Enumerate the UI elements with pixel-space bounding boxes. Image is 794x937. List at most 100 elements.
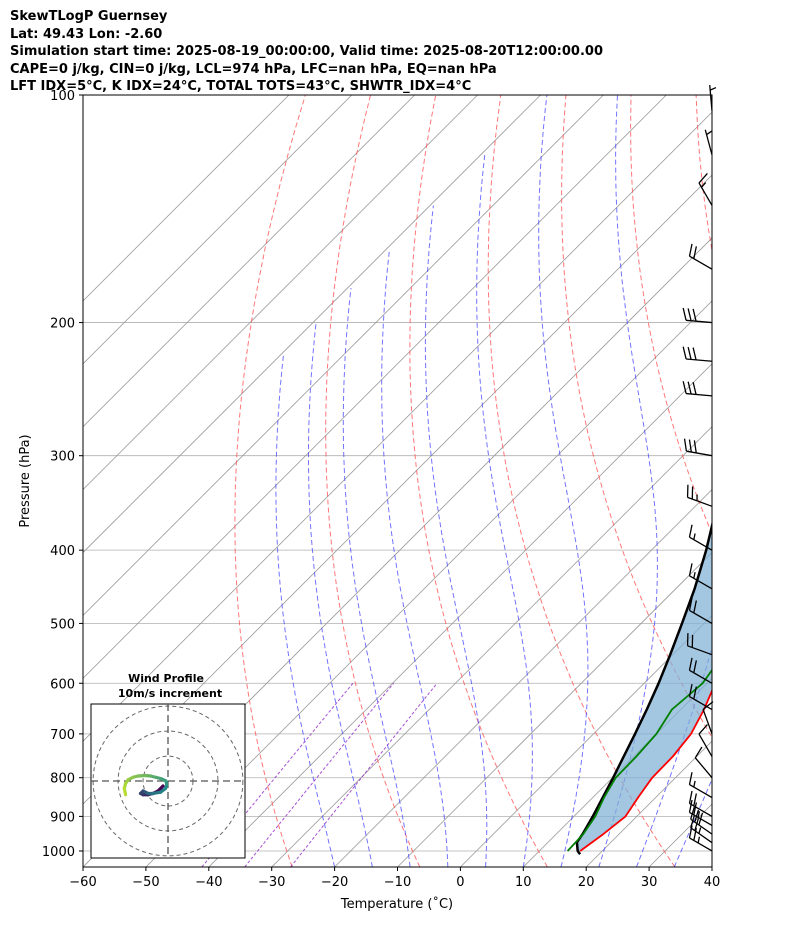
- wind-barb-flag: [693, 440, 697, 454]
- moist-adiabat-line: [476, 154, 533, 867]
- mixing-ratio-line: [244, 682, 394, 867]
- hodograph: [90, 703, 246, 859]
- isotherm-line: [711, 866, 712, 867]
- dry-adiabat-line: [487, 95, 676, 867]
- wind-barb-half-flag: [697, 836, 701, 844]
- isotherm-line: [83, 95, 478, 491]
- wind-barb: [694, 746, 713, 779]
- isotherm-line: [83, 95, 415, 428]
- wind-barb-flag: [690, 815, 695, 828]
- dry-adiabat-line: [409, 95, 548, 867]
- wind-barb-flag: [688, 684, 693, 697]
- wind-barb-flag: [688, 524, 693, 538]
- wind-barb-flag: [688, 657, 693, 671]
- y-tick-label: 100: [50, 89, 75, 104]
- hodograph-segment: [122, 786, 128, 797]
- wind-barb-flag: [687, 308, 692, 321]
- wind-barb-staff: [686, 450, 713, 457]
- isotherm-line: [83, 95, 667, 679]
- wind-barb-flag: [692, 308, 697, 322]
- stability-indices-line: LFT IDX=5°C, K IDX=24°C, TOTAL TOTS=43°C…: [10, 79, 472, 94]
- moist-adiabat-line: [342, 287, 411, 867]
- wind-barb-flag: [690, 806, 695, 820]
- isotherm-line: [83, 95, 541, 554]
- wind-barb-flag: [687, 381, 692, 395]
- x-tick-label: −60: [69, 875, 96, 890]
- hodograph-plot: [91, 704, 245, 858]
- x-tick-label: −40: [195, 875, 222, 890]
- wind-barb: [686, 633, 713, 656]
- wind-barb-flag: [693, 686, 697, 700]
- wind-barb-flag: [688, 243, 693, 257]
- wind-barb-staff: [698, 182, 713, 206]
- dry-adiabat-line: [234, 95, 306, 867]
- wind-barb-flag: [694, 818, 700, 831]
- wind-barb: [686, 484, 713, 507]
- y-tick-label: 400: [50, 544, 75, 559]
- wind-barb-flag: [693, 660, 697, 673]
- wind-barb-flag: [692, 347, 697, 360]
- wind-barb-staff: [687, 496, 713, 507]
- wind-barb-staff: [690, 818, 713, 835]
- x-tick-label: −50: [132, 875, 159, 890]
- y-tick-label: 800: [50, 772, 75, 787]
- moist-adiabat-line: [308, 322, 373, 867]
- isotherm-line: [83, 111, 712, 742]
- wind-barb-staff: [686, 358, 713, 362]
- moist-adiabat-line: [381, 249, 449, 867]
- y-tick-label: 300: [50, 450, 75, 465]
- x-tick-label: 20: [578, 875, 595, 890]
- wind-barb: [688, 243, 713, 270]
- chart-title-block: SkewTLogP Guernsey Lat: 49.43 Lon: -2.60…: [10, 8, 603, 96]
- x-tick-label: −20: [321, 875, 348, 890]
- wind-barb-half-flag: [693, 571, 696, 579]
- parcel-profile-line: [575, 520, 712, 855]
- y-tick-label: 900: [50, 810, 75, 825]
- wind-barb: [682, 346, 713, 362]
- convection-indices-line: CAPE=0 j/kg, CIN=0 j/kg, LCL=974 hPa, LF…: [10, 61, 497, 77]
- wind-barb-flag: [683, 438, 688, 452]
- wind-barb: [682, 307, 713, 324]
- wind-barb-half-flag: [706, 130, 713, 136]
- wind-barb-half-flag: [697, 811, 701, 818]
- wind-barb: [688, 657, 713, 684]
- wind-barb: [688, 597, 713, 624]
- wind-barb: [683, 438, 713, 457]
- axes: −60 −50 −40 −30 −20 −10 0 10 20 30 40 100 200 300 400 5…: [42, 89, 720, 890]
- moist-adiabat-line: [275, 353, 336, 867]
- wind-barb-half-flag: [693, 533, 696, 540]
- x-tick-label: 40: [704, 875, 721, 890]
- moist-adiabat-line: [424, 205, 488, 867]
- wind-barb: [698, 173, 713, 206]
- dry-adiabat-line: [695, 95, 712, 254]
- wind-barb: [688, 563, 713, 590]
- hodograph-subtitle: 10m/s increment: [118, 687, 222, 700]
- wind-barb-flag: [693, 793, 697, 807]
- dry-adiabat-line: [761, 95, 794, 867]
- isotherm-line: [83, 95, 353, 365]
- x-tick-label: 0: [456, 875, 464, 890]
- wind-barb: [682, 381, 713, 397]
- isotherm-line: [397, 551, 712, 867]
- moist-adiabat-line: [673, 778, 712, 867]
- isotherm-line: [83, 95, 604, 616]
- wind-barb-flag: [694, 746, 703, 759]
- cin-cape-shading: [576, 525, 712, 851]
- y-tick-label: 500: [50, 617, 75, 632]
- time-line: Simulation start time: 2025-08-19_00:00:…: [10, 44, 603, 59]
- wind-barb-flag: [698, 173, 708, 184]
- wind-barb: [709, 85, 717, 112]
- wind-barb-half-flag: [709, 86, 717, 91]
- wind-barb-flag: [693, 246, 697, 259]
- profile-lines: [566, 520, 712, 855]
- wind-barbs: [682, 85, 717, 852]
- wind-barb: [702, 701, 714, 735]
- isotherm-line: [460, 614, 712, 867]
- x-tick-label: −30: [258, 875, 285, 890]
- location-line: Lat: 49.43 Lon: -2.60: [10, 26, 163, 42]
- wind-barb-flag: [702, 701, 714, 710]
- isotherm-line: [83, 95, 290, 302]
- isotherm-line: [208, 363, 712, 867]
- wind-barb-flag: [692, 381, 697, 395]
